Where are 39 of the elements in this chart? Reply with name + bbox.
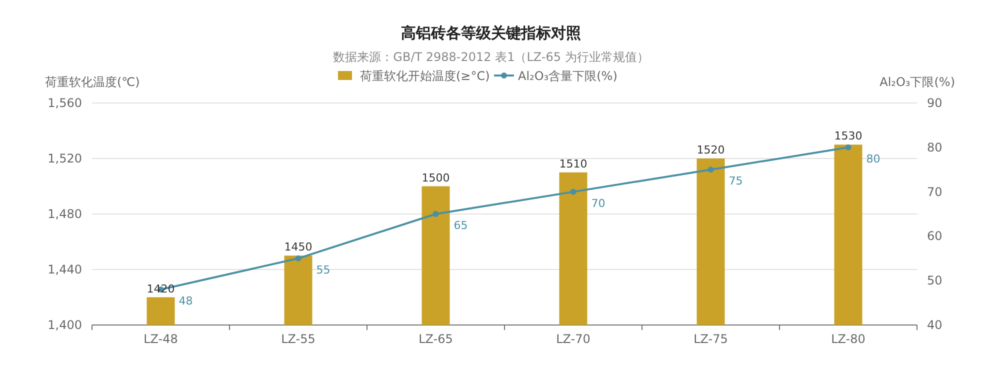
data-label: 80: [866, 152, 880, 166]
y-tick-label: 1,520: [48, 152, 82, 166]
data-label: 1530: [834, 130, 862, 143]
data-label: 48: [178, 294, 193, 308]
point: [708, 166, 714, 173]
y2-tick-label: 70: [927, 184, 942, 199]
y-tick-label: 1,480: [48, 207, 82, 221]
y2-tick-label: 90: [927, 96, 942, 110]
data-label: 1510: [559, 157, 588, 170]
x-tick-label: LZ-48: [144, 332, 178, 346]
point: [432, 211, 439, 217]
y2-tick-label: 50: [927, 274, 942, 288]
y2-tick-label: 80: [927, 140, 942, 154]
y-tick-label: 1,440: [48, 262, 82, 276]
data-label: 1500: [422, 171, 450, 184]
x-tick-label: LZ-75: [694, 332, 728, 346]
y2-tick-label: 60: [927, 229, 942, 244]
data-label: 70: [591, 196, 606, 210]
data-label: 65: [454, 219, 468, 232]
data-label: 75: [728, 174, 743, 188]
x-tick-label: LZ-55: [281, 332, 316, 346]
data-label: 1450: [284, 240, 312, 254]
x-tick-label: LZ-70: [556, 332, 590, 346]
point: [845, 144, 852, 150]
chart-subtitle: 数据来源：GB/T 2988-2012 表1（LZ-65 为行业常规值）: [333, 50, 649, 64]
y2-tick-label: 40: [927, 318, 942, 332]
x-tick-label: LZ-65: [418, 332, 453, 346]
y-tick-label: 1,560: [48, 96, 82, 110]
x-tick-label: LZ-80: [831, 332, 866, 346]
y-axis-title: 荷重软化温度(℃): [45, 75, 140, 89]
data-label: 1520: [696, 144, 725, 156]
chart-title: 高铝砖各等级关键指标对照: [401, 24, 581, 42]
y2-axis-title: Al₂O₃下限(%): [880, 75, 955, 89]
legend-label: Al₂O₃含量下限(%): [518, 69, 618, 83]
legend-label: 荷重软化开始温度(≥°C): [360, 69, 490, 83]
point: [570, 188, 576, 195]
y-tick-label: 1,400: [48, 318, 82, 332]
data-label: 55: [316, 263, 330, 276]
point: [295, 255, 302, 262]
